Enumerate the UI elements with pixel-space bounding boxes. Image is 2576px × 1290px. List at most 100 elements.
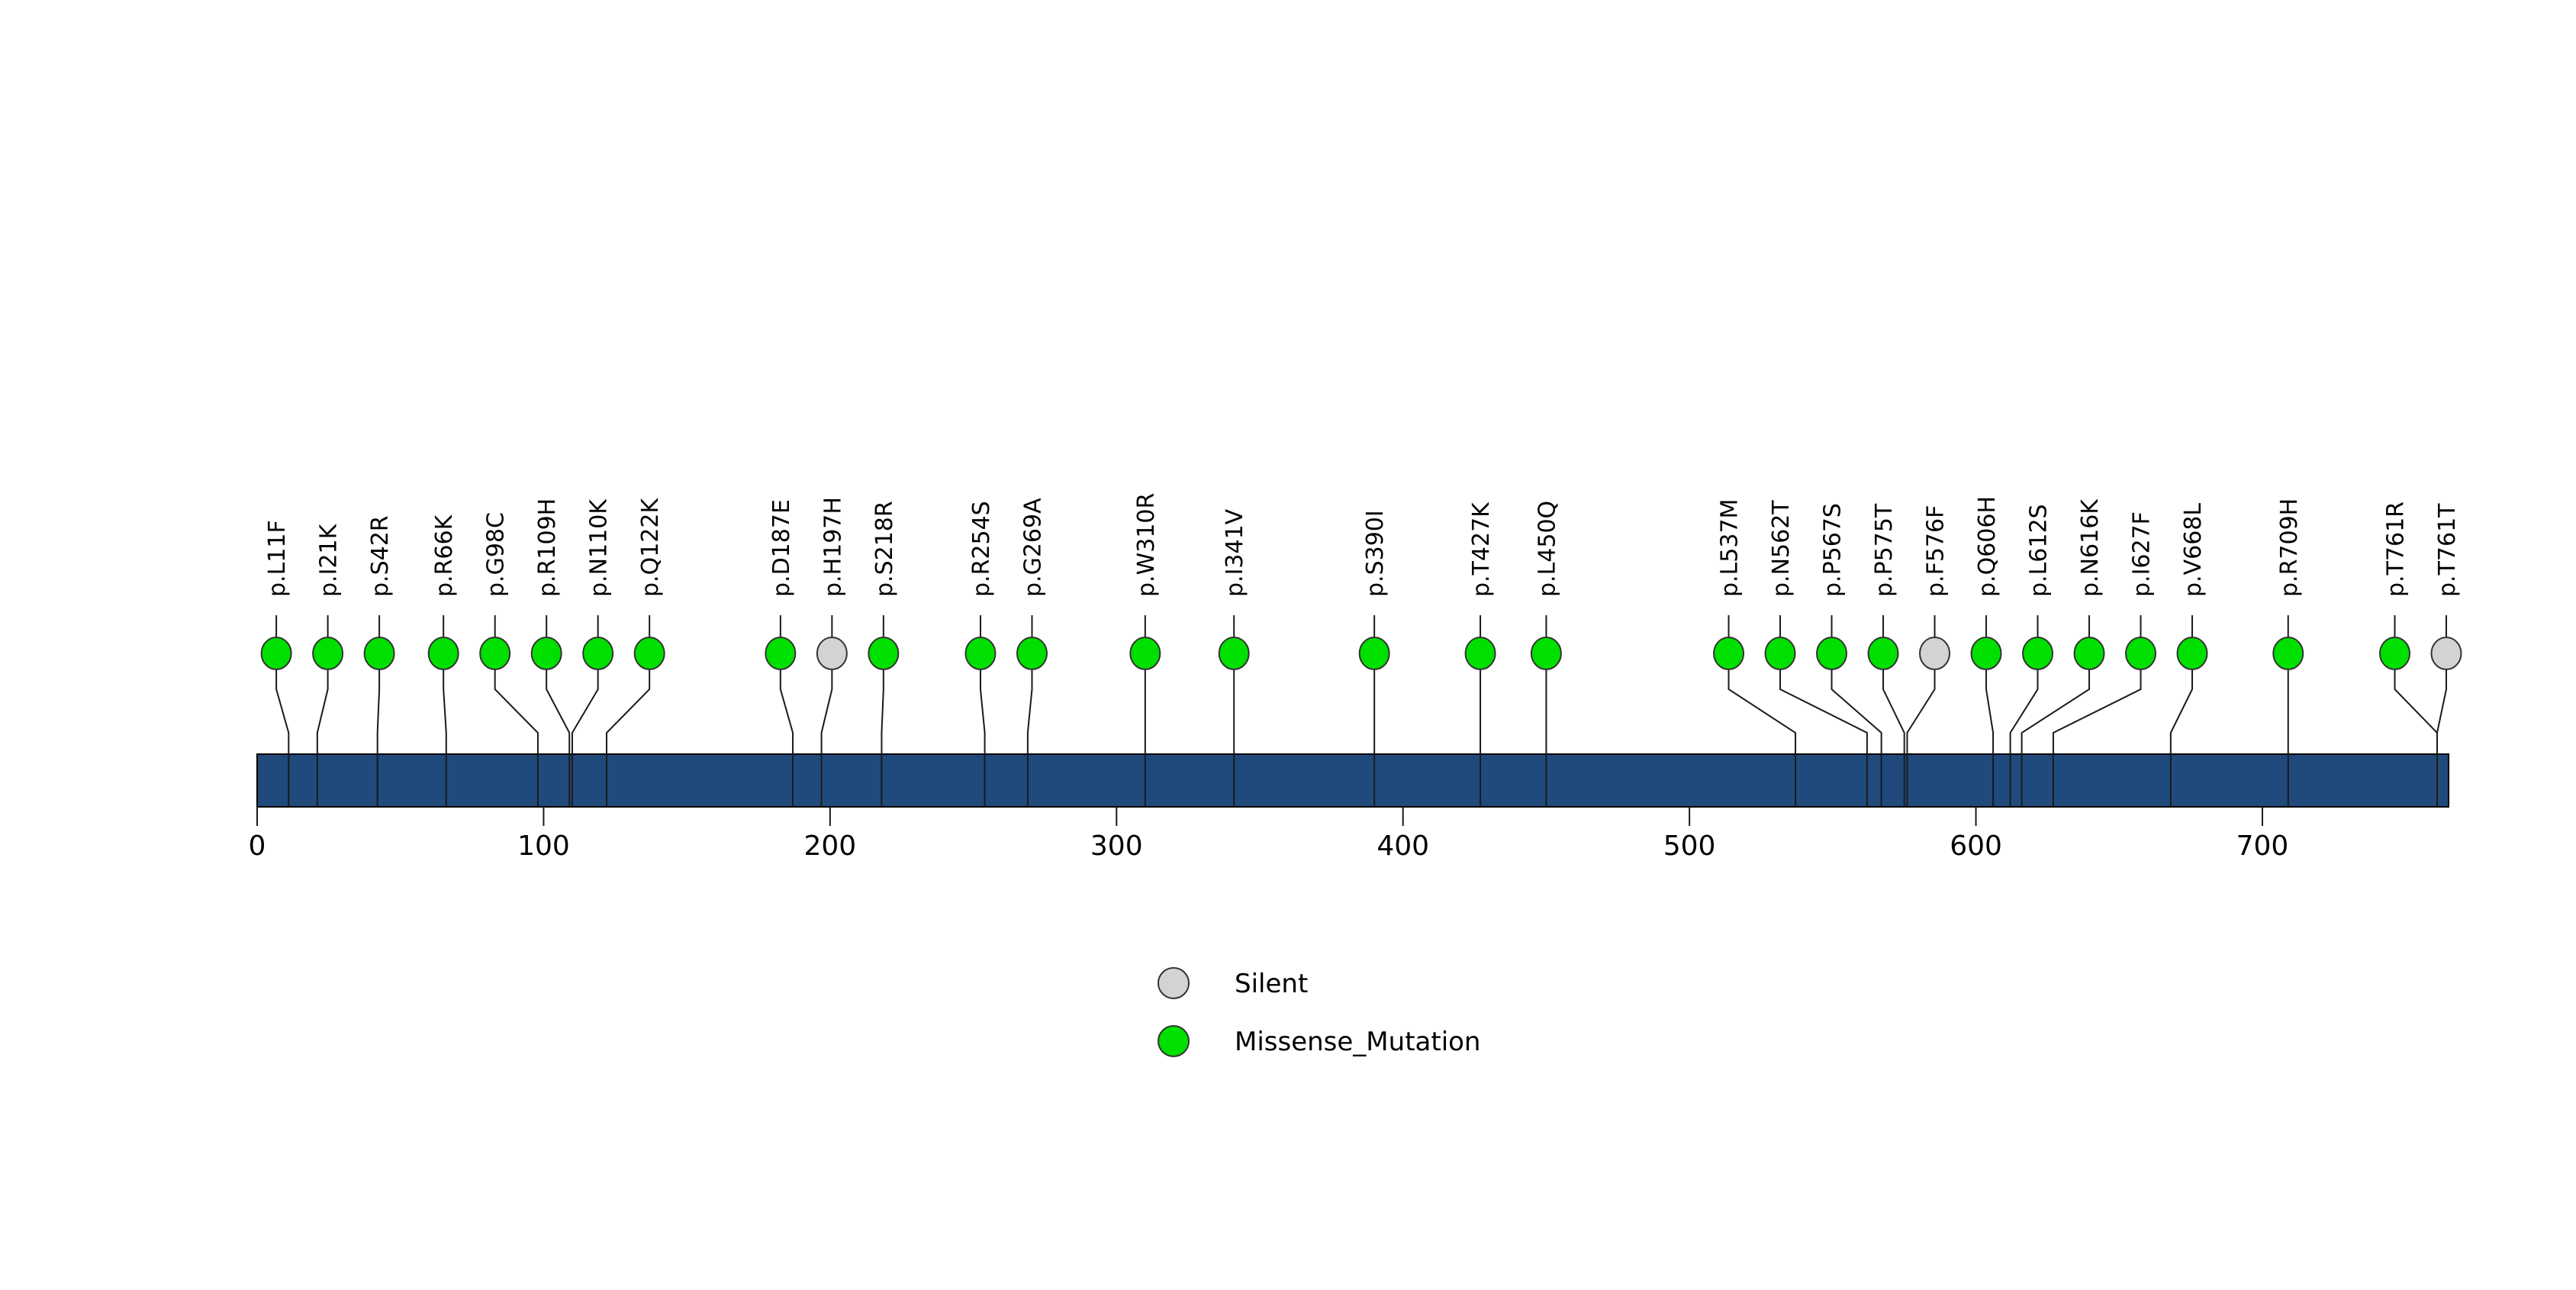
mutation-circle-p-R709H [2272, 637, 2304, 670]
mutation-label: p.W310R [1133, 493, 1160, 597]
legend-silent-swatch-icon [1158, 967, 1190, 999]
mutation-circle-p-G269A [1016, 637, 1048, 670]
mutation-circle-p-Q122K [633, 637, 665, 670]
mutation-label: p.R709H [2276, 498, 2303, 597]
mutation-label: p.T427K [1468, 501, 1495, 597]
connector-line [1985, 653, 1995, 806]
mutation-circle-p-N616K [2073, 637, 2105, 670]
mutation-label: p.G98C [483, 512, 510, 597]
mutation-label: p.L11F [264, 520, 291, 597]
mutation-circle-p-S42R [363, 637, 395, 670]
axis-tick-label: 400 [1377, 830, 1429, 862]
mutation-circle-p-D187E [765, 637, 797, 670]
mutation-circle-p-L612S [2022, 637, 2054, 670]
connector-line [376, 653, 381, 806]
connector-line [494, 653, 539, 806]
connector-line [546, 653, 571, 806]
connector-line [2169, 653, 2194, 806]
connector-line [1779, 653, 1868, 806]
connector-line [443, 653, 447, 806]
mutation-circle-p-F576F [1919, 637, 1951, 670]
connector-line [2052, 653, 2142, 806]
mutation-label: p.D187E [768, 499, 795, 597]
connector-line [316, 653, 329, 806]
mutation-circle-p-R254S [964, 637, 997, 670]
connector-line [1026, 653, 1033, 806]
connector-line [606, 653, 651, 806]
mutation-label: p.N562T [1768, 500, 1795, 597]
mutation-label: p.S218R [871, 501, 898, 597]
mutation-label: p.T761R [2383, 501, 2410, 597]
connector-line [820, 653, 833, 806]
mutation-circle-p-H197H [816, 637, 848, 670]
mutation-circles-layer [260, 637, 2462, 670]
mutation-circle-p-T761R [2379, 637, 2410, 670]
connector-line [2021, 653, 2091, 806]
mutation-label: p.I627F [2129, 511, 2156, 597]
axis-tick-label: 600 [1950, 830, 2002, 862]
axis-tick-label: 500 [1663, 830, 1716, 862]
mutation-label: p.Q606H [1974, 496, 2001, 597]
mutation-label: p.N616K [2077, 498, 2104, 597]
protein-bar-layer [256, 753, 2449, 808]
legend-label-silent: Silent [1235, 969, 1308, 999]
mutation-label: p.G269A [1019, 498, 1046, 597]
connector-line [1728, 653, 1797, 806]
mutation-circle-p-V668L [2176, 637, 2208, 670]
mutation-circle-p-N110K [582, 637, 614, 670]
legend: Silent Missense_Mutation [1158, 967, 1481, 1057]
mutation-label: p.T761T [2434, 503, 2461, 597]
mutation-label: p.P575T [1871, 503, 1898, 597]
connector-line [2009, 653, 2039, 806]
connector-line [979, 653, 986, 806]
mutation-label: p.P567S [1820, 503, 1847, 597]
mutation-label: p.F576F [1923, 505, 1950, 597]
mutation-circle-p-L11F [260, 637, 292, 670]
mutation-label: p.N110K [586, 498, 613, 597]
mutation-label: p.I341V [1222, 508, 1248, 597]
axis-tick-label: 300 [1090, 830, 1143, 862]
connector-line [1882, 653, 1905, 806]
x-axis-layer: 0 100 200 300 400 500 600 700 [249, 807, 2289, 862]
mutation-circle-p-I627F [2125, 637, 2157, 670]
legend-missense-swatch-icon [1158, 1025, 1190, 1057]
connector-line [1831, 653, 1882, 806]
connector-line [881, 653, 884, 806]
mutation-circle-p-L537M [1713, 637, 1745, 670]
protein-bar [256, 753, 2449, 808]
mutation-label: p.S42R [367, 515, 394, 597]
axis-tick-label: 700 [2236, 830, 2289, 862]
mutation-circle-p-I341V [1218, 637, 1250, 670]
mutation-circle-p-W310R [1129, 637, 1161, 670]
mutation-label: p.R254S [968, 501, 995, 597]
mutation-label: p.Q122K [637, 498, 664, 597]
mutation-circle-p-N562T [1764, 637, 1796, 670]
mutation-circle-p-S390I [1358, 637, 1390, 670]
mutation-circle-p-T761T [2430, 637, 2462, 670]
mutation-circle-p-I21K [312, 637, 344, 670]
axis-tick-label: 0 [249, 830, 266, 862]
mutation-label: p.R66K [431, 514, 458, 597]
mutation-label: p.H197H [819, 497, 846, 597]
mutation-circle-p-L450Q [1530, 637, 1562, 670]
mutation-circle-p-R66K [427, 637, 459, 670]
mutation-circle-p-R109H [530, 637, 562, 670]
legend-label-missense: Missense_Mutation [1235, 1027, 1481, 1057]
mutation-label: p.V668L [2180, 503, 2207, 597]
mutation-label: p.L450Q [1534, 501, 1560, 597]
mutation-label: p.S390I [1362, 510, 1389, 597]
mutation-label: p.R109H [534, 498, 561, 597]
mutation-circle-p-P575T [1867, 637, 1899, 670]
connector-lines-layer [275, 653, 2447, 806]
connector-line [571, 653, 599, 806]
mutation-labels-layer: p.L11F p.I21K p.S42R p.R66K p.G98C p.R109H p.N… [264, 493, 2461, 597]
mutation-label: p.L612S [2026, 504, 2053, 597]
connector-line [779, 653, 794, 806]
mutation-circle-p-P567S [1816, 637, 1848, 670]
mutation-circle-p-G98C [479, 637, 511, 670]
connector-line [2436, 653, 2447, 806]
axis-tick-label: 100 [517, 830, 570, 862]
connector-line [1906, 653, 1936, 806]
